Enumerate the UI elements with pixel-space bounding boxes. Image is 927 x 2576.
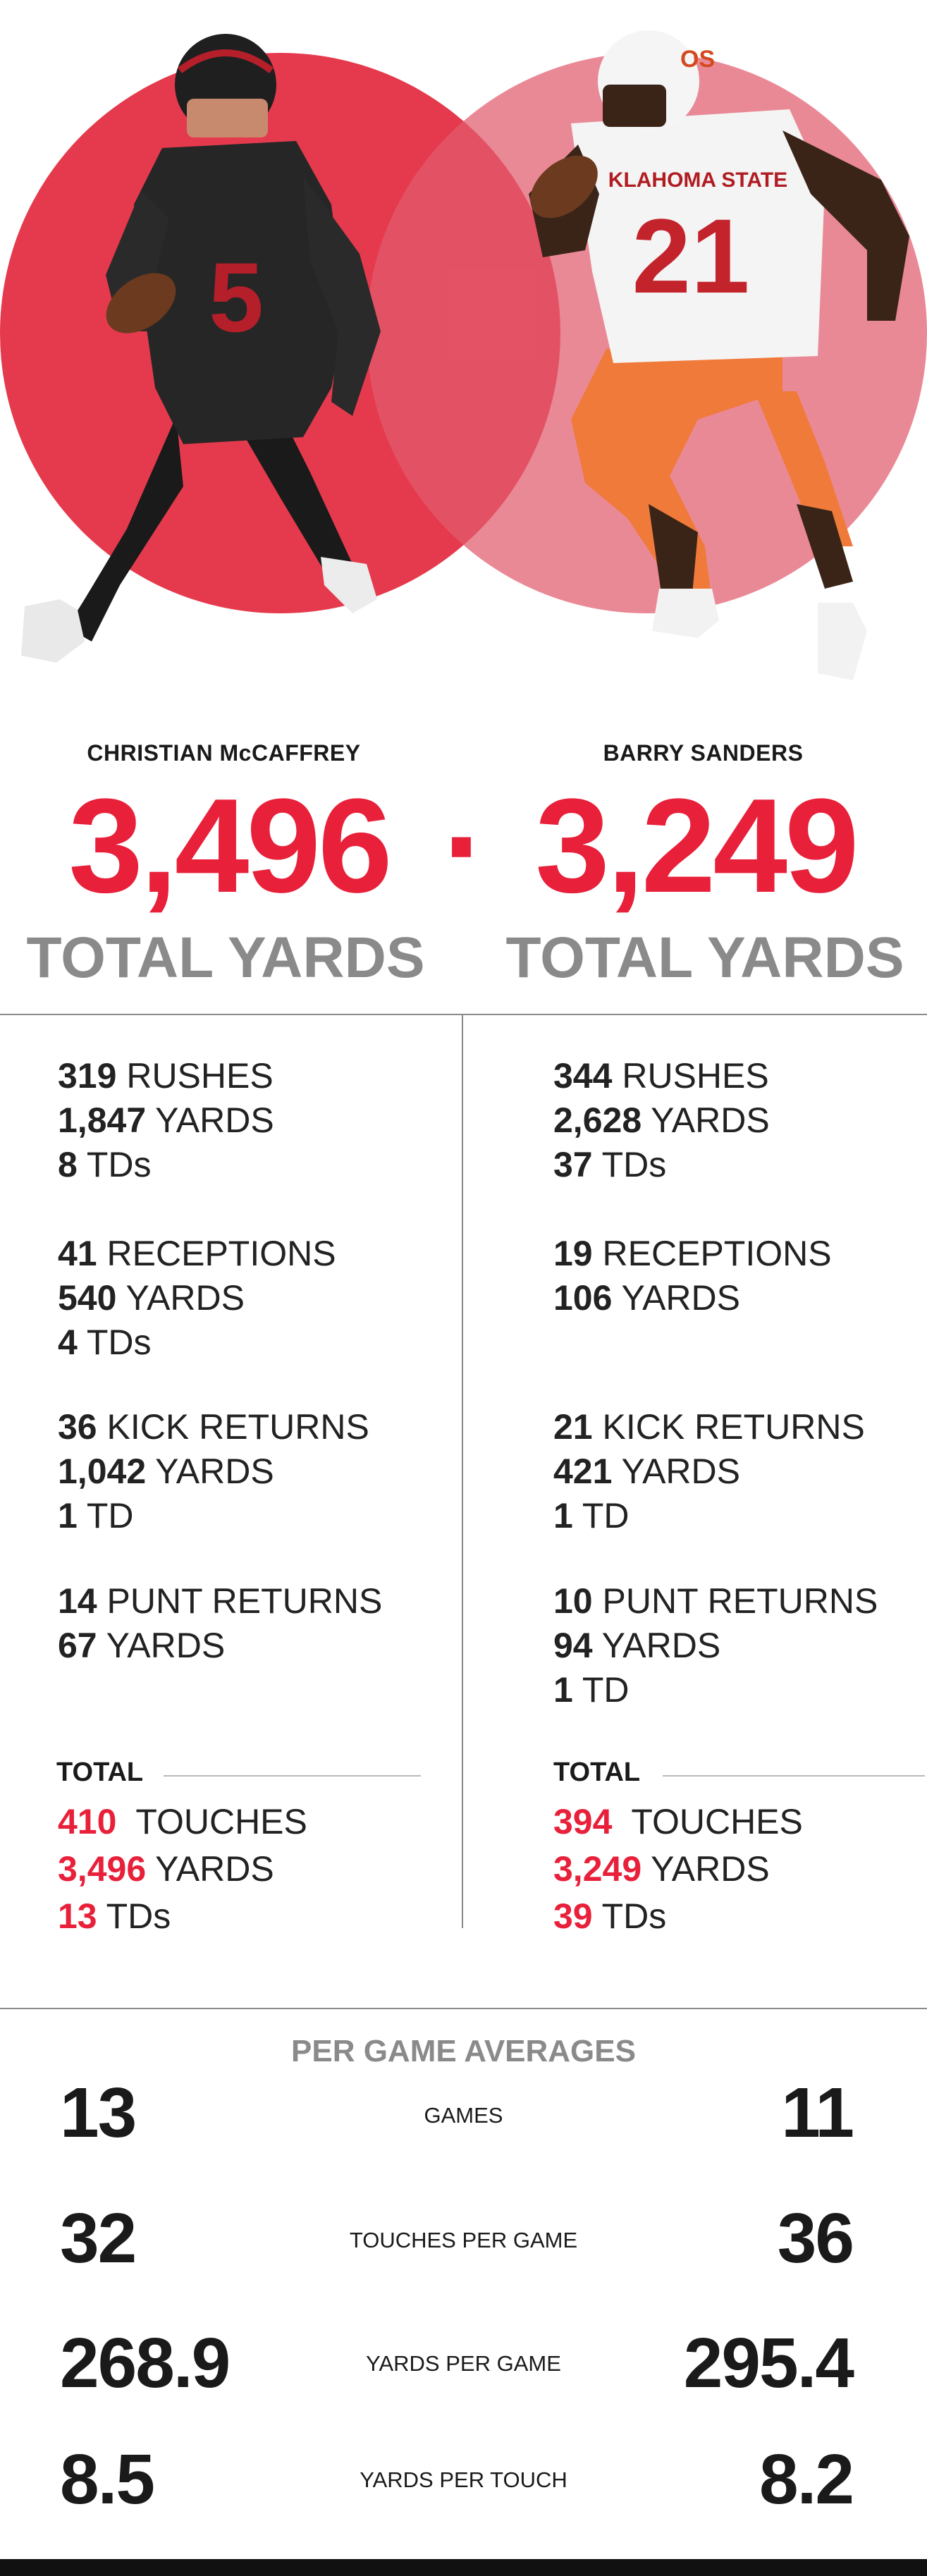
avg-label: GAMES [424, 2103, 503, 2128]
svg-text:21: 21 [632, 197, 750, 315]
averages-title: PER GAME AVERAGES [291, 2034, 636, 2068]
left-rushing: 319 RUSHES 1,847 YARDS 8 TDs [58, 1056, 274, 1184]
total-yards-label-left: TOTAL YARDS [26, 926, 425, 990]
avg-left-value: 32 [60, 2199, 137, 2278]
total-yards-label-right: TOTAL YARDS [505, 926, 904, 990]
avg-label: YARDS PER TOUCH [360, 2467, 567, 2492]
total-yards-left: 3,496 [68, 771, 392, 921]
avg-label: TOUCHES PER GAME [349, 2228, 578, 2252]
avg-left-value: 268.9 [60, 2324, 231, 2403]
right-punt-returns: 10 PUNT RETURNS 94 YARDS 1 TD [553, 1581, 878, 1710]
svg-text:OS: OS [680, 46, 715, 73]
center-divider [462, 1015, 463, 1928]
right-total-rule [663, 1775, 925, 1777]
separator-dot: · [443, 771, 488, 921]
right-total-heading: TOTAL [553, 1758, 641, 1787]
avg-left-value: 13 [60, 2073, 137, 2152]
avg-label: YARDS PER GAME [366, 2351, 561, 2376]
player-name-left: CHRISTIAN McCAFFREY [87, 740, 361, 766]
avg-right-value: 11 [781, 2073, 854, 2152]
svg-text:5: 5 [209, 242, 264, 352]
left-kick-returns: 36 KICK RETURNS 1,042 YARDS 1 TD [58, 1407, 369, 1535]
right-receiving: 19 RECEPTIONS 106 YARDS [553, 1234, 832, 1318]
avg-right-value: 295.4 [683, 2324, 854, 2403]
mccaffrey-photo: 5 [21, 34, 381, 663]
left-total: 410 TOUCHES 3,496 YARDS 13 TDs [58, 1802, 307, 1936]
left-total-rule [164, 1775, 421, 1777]
player-name-right: BARRY SANDERS [603, 740, 804, 766]
left-receiving: 41 RECEPTIONS 540 YARDS 4 TDs [58, 1234, 336, 1362]
avg-right-value: 8.2 [759, 2440, 854, 2519]
avg-left-value: 8.5 [60, 2440, 155, 2519]
right-rushing: 344 RUSHES 2,628 YARDS 37 TDs [553, 1056, 770, 1184]
right-kick-returns: 21 KICK RETURNS 421 YARDS 1 TD [553, 1407, 865, 1535]
right-total: 394 TOUCHES 3,249 YARDS 39 TDs [553, 1802, 803, 1936]
top-divider [0, 1014, 927, 1015]
left-punt-returns: 14 PUNT RETURNS 67 YARDS [58, 1581, 383, 1665]
avg-right-value: 36 [777, 2199, 854, 2278]
sanders-photo: OS KLAHOMA STATE 21 [529, 30, 909, 680]
left-total-heading: TOTAL [56, 1758, 144, 1787]
averages-divider [0, 2008, 927, 2009]
total-yards-right: 3,249 [535, 771, 859, 921]
footer-bar [0, 2559, 927, 2576]
svg-text:KLAHOMA STATE: KLAHOMA STATE [608, 168, 787, 192]
